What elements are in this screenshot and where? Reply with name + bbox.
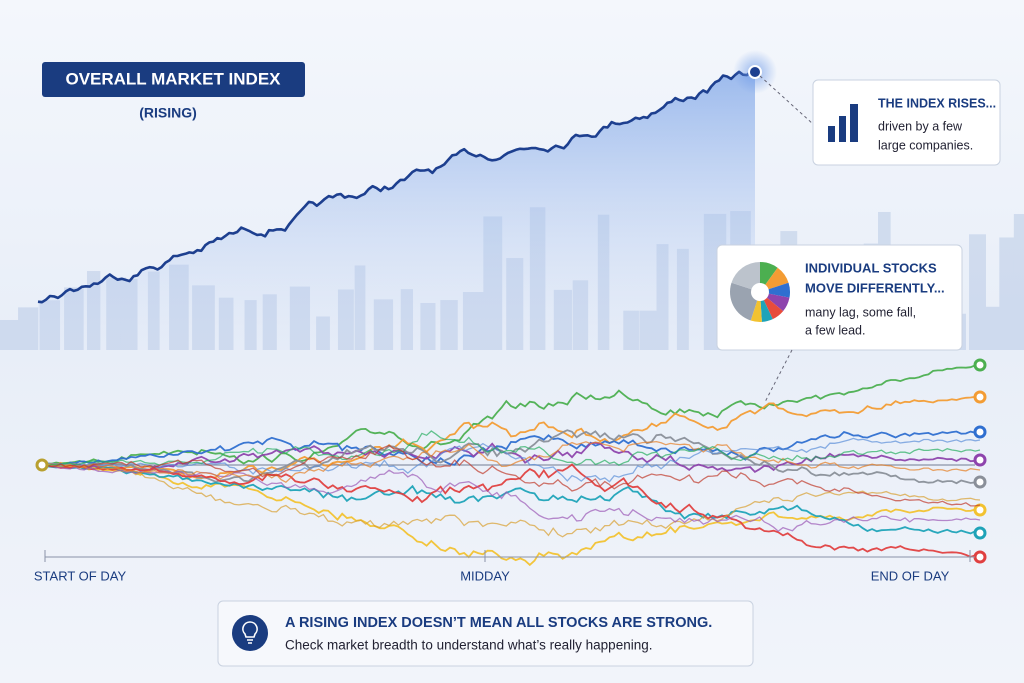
bar-icon xyxy=(828,104,858,142)
end-dot xyxy=(973,475,987,489)
pie-icon xyxy=(730,262,790,322)
stock-line xyxy=(42,429,981,485)
connector xyxy=(764,349,793,403)
callout-box xyxy=(812,79,1001,166)
callout-text: large companies. xyxy=(878,138,973,152)
callout-text: many lag, some fall, xyxy=(805,305,916,319)
subtitle: (RISING) xyxy=(139,105,197,121)
index-area xyxy=(38,71,755,350)
end-dot xyxy=(973,503,987,517)
pie-hole xyxy=(751,283,769,301)
building xyxy=(969,234,986,350)
time-label: MIDDAY xyxy=(460,568,510,583)
title: OVERALL MARKET INDEX xyxy=(65,69,281,88)
bulb-icon xyxy=(232,615,268,651)
pie-slice xyxy=(760,282,790,298)
end-dot xyxy=(973,550,987,564)
building xyxy=(18,307,39,350)
building xyxy=(983,306,1007,350)
stock-line xyxy=(41,463,981,538)
end-dot xyxy=(973,453,987,467)
title-box xyxy=(42,62,305,97)
stock-line xyxy=(41,440,981,483)
pie-slice xyxy=(760,267,789,292)
callout-title: MOVE DIFFERENTLY... xyxy=(805,280,945,295)
callout-title: INDIVIDUAL STOCKS xyxy=(805,260,937,275)
building xyxy=(1013,214,1024,350)
index-line xyxy=(37,69,756,304)
pie-slice xyxy=(731,262,760,292)
callout-title: THE INDEX RISES... xyxy=(878,96,996,110)
stock-line xyxy=(41,462,981,535)
time-label: START OF DAY xyxy=(34,568,127,583)
building xyxy=(0,319,23,350)
building xyxy=(999,237,1022,350)
end-dot xyxy=(973,358,987,372)
end-dot xyxy=(973,425,987,439)
end-dot xyxy=(973,390,987,404)
time-label: END OF DAY xyxy=(871,568,950,583)
footer-box xyxy=(217,600,754,667)
bulb xyxy=(242,621,258,644)
footer-title: A RISING INDEX DOESN’T MEAN ALL STOCKS A… xyxy=(285,615,712,631)
callout-text: a few lead. xyxy=(805,323,865,337)
stock-line xyxy=(41,463,981,558)
stock-line xyxy=(41,430,981,467)
stock-line xyxy=(41,444,981,507)
stock-line xyxy=(41,430,981,467)
end-dot xyxy=(973,526,987,540)
index-end-dot xyxy=(748,65,762,79)
footer-text: Check market breadth to understand what’… xyxy=(285,638,652,653)
start-dot xyxy=(35,458,49,472)
index-chart xyxy=(37,69,756,350)
callout-text: driven by a few xyxy=(878,119,963,133)
stock-line xyxy=(42,464,981,533)
